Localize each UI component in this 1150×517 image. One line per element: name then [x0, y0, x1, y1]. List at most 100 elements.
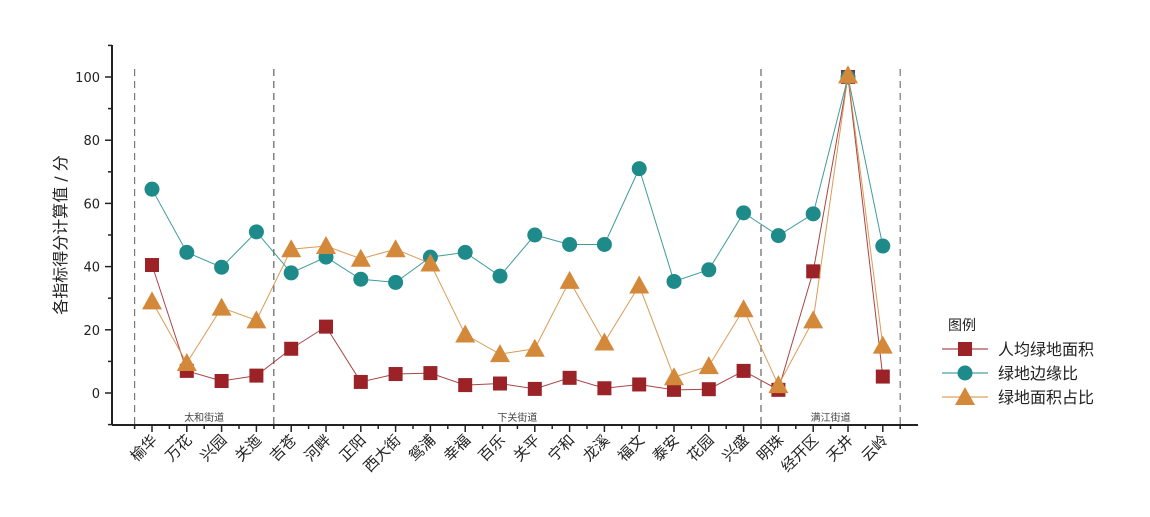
data-point [420, 253, 441, 272]
axes [111, 45, 918, 426]
legend-marker [957, 365, 973, 381]
category-label: 幸福 [440, 431, 474, 465]
data-point [145, 258, 159, 273]
data-point [559, 270, 580, 289]
category-label: 榆华 [127, 431, 161, 465]
data-point [562, 236, 578, 252]
category-label: 兴园 [196, 431, 230, 465]
data-point [736, 363, 751, 378]
data-point [281, 239, 302, 258]
y-tick-label: 100 [75, 71, 100, 86]
group-label: 下关街道 [497, 411, 537, 424]
data-point [385, 239, 406, 258]
y-tick-label: 60 [83, 197, 100, 212]
series-circle [144, 69, 891, 290]
y-axis-label: 各指标得分计算值 / 分 [51, 155, 70, 315]
data-point [455, 324, 476, 343]
legend-item: 绿地面积占比 [942, 387, 1094, 407]
data-point [458, 378, 473, 393]
data-point [872, 335, 893, 354]
y-tick-label: 20 [83, 324, 100, 339]
data-point [770, 228, 786, 244]
legend-label: 绿地面积占比 [998, 388, 1094, 407]
data-point [211, 297, 232, 316]
data-point [562, 370, 577, 385]
data-point [388, 367, 403, 382]
series-line [151, 76, 884, 391]
data-point [594, 332, 615, 351]
y-tick-label: 80 [83, 134, 100, 149]
data-point [664, 367, 684, 386]
legend-title: 图例 [948, 318, 976, 334]
series-line [151, 76, 884, 283]
group-label: 满江街道 [811, 411, 851, 424]
y-tick-label: 0 [92, 387, 100, 402]
category-label: 龙溪 [579, 431, 613, 465]
data-point [214, 259, 230, 275]
category-label: 宁和 [544, 431, 578, 465]
data-point [527, 381, 542, 396]
data-point [350, 248, 371, 267]
y-ticks: 0 20 40 60 80 100 [75, 44, 901, 432]
data-point [319, 319, 333, 334]
data-point [838, 65, 858, 84]
series-line [151, 75, 884, 387]
data-point [457, 244, 473, 260]
group-labels: 太和街道 下关街道 满江街道 [184, 411, 850, 424]
data-point [353, 271, 369, 287]
data-point [176, 352, 197, 371]
data-point [492, 268, 508, 284]
legend-marker [958, 342, 972, 356]
data-point [701, 382, 716, 397]
legend-item: 人均绿地面积 [942, 340, 1094, 359]
data-point [666, 273, 682, 289]
category-label: 百乐 [475, 431, 509, 465]
data-point [631, 161, 647, 177]
data-point [144, 181, 160, 197]
category-label: 河畔 [301, 431, 335, 465]
series-triangle [142, 65, 893, 394]
data-point [768, 375, 789, 394]
data-point [698, 356, 719, 375]
data-point [667, 382, 681, 397]
data-point [246, 310, 267, 329]
data-point [524, 338, 545, 357]
data-point [596, 236, 612, 252]
data-point [875, 238, 891, 254]
category-label: 经开区 [777, 431, 822, 476]
data-point [490, 344, 510, 363]
data-point [493, 376, 507, 391]
data-point [423, 366, 438, 381]
category-label: 天井 [823, 431, 857, 465]
data-point [736, 205, 752, 221]
legend-label: 绿地边缘比 [998, 364, 1078, 383]
data-point [875, 369, 890, 384]
category-label: 鸳浦 [405, 431, 439, 465]
data-point [353, 374, 368, 389]
series [142, 65, 893, 397]
data-point [632, 377, 647, 392]
category-label: 云岭 [858, 431, 892, 465]
data-point [733, 299, 754, 318]
data-point [142, 291, 162, 310]
category-label: 泰安 [649, 431, 683, 465]
legend-label: 人均绿地面积 [998, 340, 1094, 359]
data-point [805, 206, 821, 222]
data-point [803, 310, 824, 329]
category-label: 万花 [162, 431, 196, 465]
legend-item: 绿地边缘比 [942, 364, 1078, 383]
category-label: 花园 [684, 431, 718, 465]
data-point [179, 244, 195, 260]
data-point [249, 368, 264, 383]
data-point [214, 373, 229, 388]
data-point [283, 265, 299, 281]
category-label: 吉苍 [266, 431, 300, 465]
category-label: 西大街 [360, 431, 405, 476]
data-point [701, 262, 717, 278]
y-tick-label: 40 [83, 261, 100, 276]
data-point [806, 264, 821, 279]
category-label: 兴盛 [718, 431, 752, 465]
